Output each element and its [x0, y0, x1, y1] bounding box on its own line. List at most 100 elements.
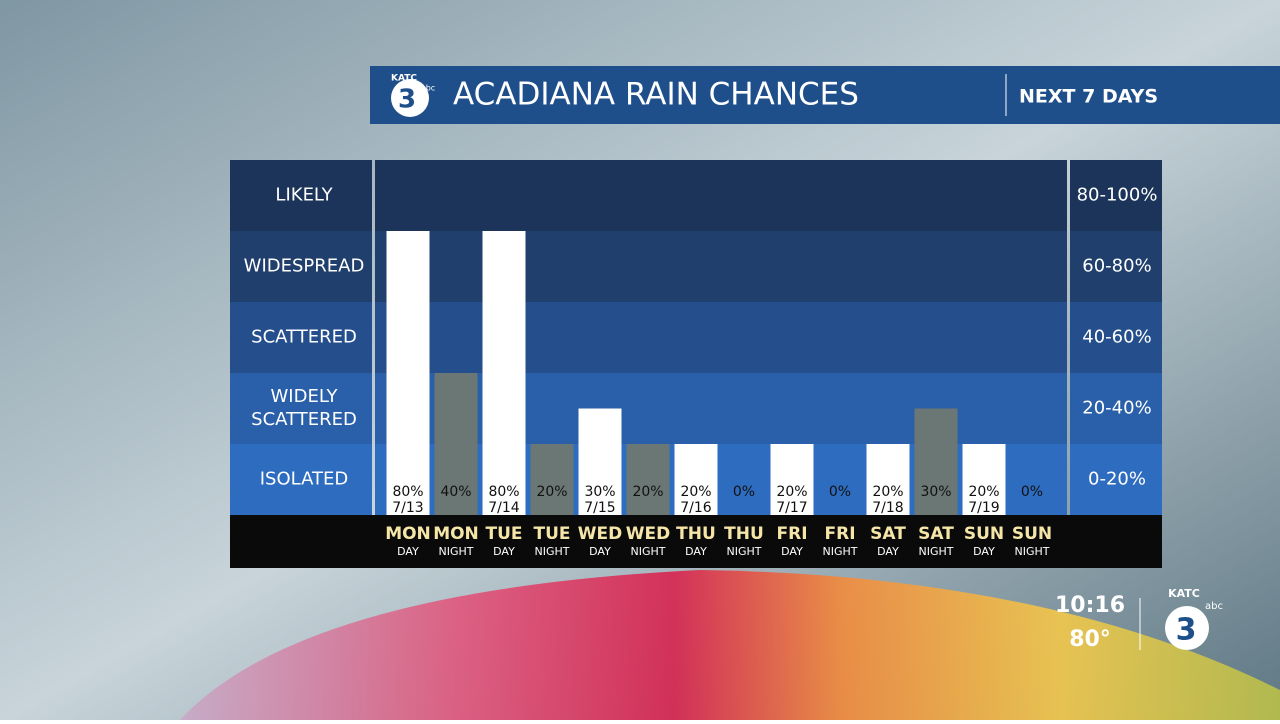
bar: [770, 444, 814, 515]
band-label: WIDESPREAD: [244, 256, 365, 277]
x-tick-label: FRI: [824, 524, 855, 544]
date-label: 7/13: [392, 500, 423, 516]
chart-subtitle: NEXT 7 DAYS: [1019, 86, 1158, 108]
bar: [962, 444, 1006, 515]
x-tick-label: THU: [724, 524, 764, 544]
period-label: DAY: [493, 545, 515, 558]
value-label: 80%: [392, 484, 423, 500]
x-tick-label: THU: [676, 524, 716, 544]
period-label: NIGHT: [919, 545, 954, 558]
x-tick-label: SUN: [1012, 524, 1052, 544]
logo-channel: 3: [398, 85, 416, 115]
band-range: 40-60%: [1082, 327, 1151, 348]
value-label: 20%: [536, 484, 567, 500]
bar: [674, 444, 718, 515]
period-label: DAY: [685, 545, 707, 558]
band-range: 20-40%: [1082, 398, 1151, 419]
period-label: NIGHT: [631, 545, 666, 558]
chart-title: ACADIANA RAIN CHANCES: [453, 77, 859, 113]
bar: [866, 444, 910, 515]
value-label: 30%: [920, 484, 951, 500]
band-range: 80-100%: [1077, 185, 1158, 206]
value-label: 40%: [440, 484, 471, 500]
bar: [578, 408, 622, 515]
bar: [914, 408, 958, 515]
band-label-bg: [230, 302, 372, 373]
band-label: WIDELY SCATTERED: [251, 386, 357, 430]
period-label: NIGHT: [1015, 545, 1050, 558]
umbrella: [180, 570, 1280, 720]
x-tick-label: WED: [626, 524, 670, 544]
period-label: DAY: [589, 545, 611, 558]
band-range: 0-20%: [1088, 469, 1146, 490]
band: [375, 302, 1067, 373]
x-tick-label: TUE: [485, 524, 522, 544]
bar: [482, 231, 526, 515]
date-label: 7/17: [776, 500, 807, 516]
date-label: 7/15: [584, 500, 615, 516]
period-label: NIGHT: [439, 545, 474, 558]
period-label: NIGHT: [823, 545, 858, 558]
x-tick-label: SUN: [964, 524, 1004, 544]
period-label: NIGHT: [727, 545, 762, 558]
band-range: 60-80%: [1082, 256, 1151, 277]
value-label: 20%: [872, 484, 903, 500]
bar: [434, 373, 478, 515]
x-tick-label: MON: [385, 524, 431, 544]
period-label: DAY: [973, 545, 995, 558]
logo-channel: 3: [1176, 613, 1197, 648]
band-label: ISOLATED: [260, 469, 349, 490]
value-label: 30%: [584, 484, 615, 500]
period-label: DAY: [781, 545, 803, 558]
x-tick-label: SAT: [918, 524, 954, 544]
value-label: 20%: [968, 484, 999, 500]
band-range-bg: [1070, 231, 1162, 302]
logo-circle: [391, 79, 429, 117]
value-label: 80%: [488, 484, 519, 500]
clock: 10:16: [1055, 593, 1125, 618]
date-label: 7/14: [488, 500, 520, 516]
value-label: 0%: [829, 484, 851, 500]
band-label: LIKELY: [275, 185, 333, 206]
value-label: 20%: [680, 484, 711, 500]
value-label: 20%: [632, 484, 663, 500]
band-range-bg: [1070, 444, 1162, 515]
band-label-bg: [230, 444, 372, 515]
axis-strip: [230, 515, 1162, 568]
plot: LIKELY 80-100% WIDESPREAD 60-80% SCATTERED 40…: [230, 160, 1162, 558]
x-tick-label: WED: [578, 524, 622, 544]
bar: [530, 444, 574, 515]
band-range-bg: [1070, 302, 1162, 373]
value-label: 0%: [733, 484, 755, 500]
logo-network: abc: [1205, 601, 1223, 612]
x-tick-label: MON: [433, 524, 479, 544]
band-range-bg: [1070, 160, 1162, 231]
temperature: 80°: [1069, 627, 1111, 652]
logo-station: KATC: [1168, 587, 1200, 600]
band-label-bg: [230, 160, 372, 231]
period-label: DAY: [397, 545, 419, 558]
period-label: DAY: [877, 545, 899, 558]
date-label: 7/19: [968, 500, 999, 516]
date-label: 7/16: [680, 500, 712, 516]
x-tick-label: TUE: [533, 524, 570, 544]
bar: [386, 231, 430, 515]
x-tick-label: SAT: [870, 524, 906, 544]
band: [375, 231, 1067, 302]
band-label-bg: [230, 231, 372, 302]
header-bar: [370, 66, 1280, 124]
band-label-bg: [230, 373, 372, 444]
logo-circle: [1165, 606, 1209, 650]
value-label: 20%: [776, 484, 807, 500]
x-tick-label: FRI: [776, 524, 807, 544]
band: [375, 160, 1067, 231]
logo-station: KATC: [391, 74, 417, 84]
band-range-bg: [1070, 373, 1162, 444]
band-label: SCATTERED: [251, 327, 357, 348]
bar: [626, 444, 670, 515]
logo-network: abc: [421, 84, 435, 93]
period-label: NIGHT: [535, 545, 570, 558]
date-label: 7/18: [872, 500, 903, 516]
